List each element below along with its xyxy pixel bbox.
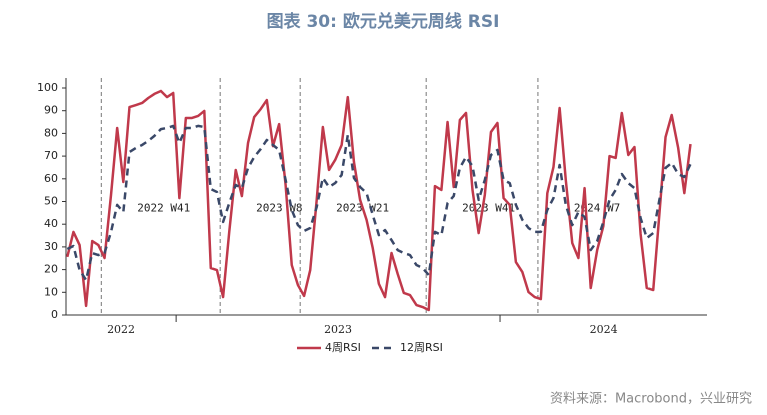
series-line xyxy=(66,124,692,282)
annotation-label: 2024 W7 xyxy=(574,201,620,214)
y-tick-label: 30 xyxy=(44,240,58,253)
source-note: 资料来源：Macrobond，兴业研究 xyxy=(550,392,752,407)
y-tick-label: 100 xyxy=(37,81,58,94)
legend-label: 4周RSI xyxy=(325,341,361,354)
chart-title: 图表 30: 欧元兑美元周线 RSI xyxy=(267,11,500,32)
annotation-label: 2022 W41 xyxy=(137,201,190,214)
y-tick-label: 90 xyxy=(44,104,58,117)
y-tick-label: 60 xyxy=(44,172,58,185)
y-tick-label: 40 xyxy=(44,217,58,230)
x-tick-label: 2023 xyxy=(324,323,352,336)
y-tick-label: 50 xyxy=(44,195,58,208)
y-tick-label: 0 xyxy=(51,308,58,321)
y-tick-label: 10 xyxy=(44,285,58,298)
legend-label: 12周RSI xyxy=(400,341,443,354)
x-tick-label: 2024 xyxy=(590,323,618,336)
y-tick-label: 20 xyxy=(44,263,58,276)
y-tick-label: 80 xyxy=(44,126,58,139)
y-tick-label: 70 xyxy=(44,149,58,162)
x-tick-label: 2022 xyxy=(107,323,135,336)
series-line xyxy=(66,89,692,312)
annotation-label: 2023 W8 xyxy=(256,201,302,214)
